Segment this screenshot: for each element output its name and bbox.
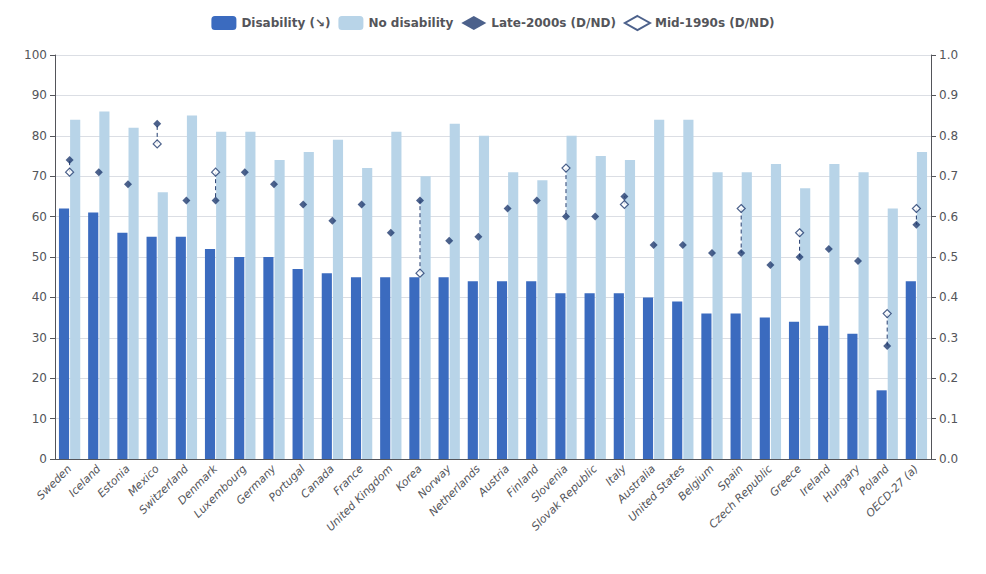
svg-text:50: 50 [32,250,47,264]
svg-text:Italy: Italy [603,462,629,488]
svg-text:1.0: 1.0 [939,48,958,62]
svg-text:Czech Republic: Czech Republic [706,462,775,531]
svg-text:United Kingdom: United Kingdom [324,462,396,534]
svg-text:Finland: Finland [503,462,542,500]
svg-text:Denmark: Denmark [175,462,221,508]
svg-text:Ireland: Ireland [797,462,834,499]
svg-text:Netherlands: Netherlands [426,462,483,519]
svg-text:Belgium: Belgium [676,462,717,503]
svg-text:Hungary: Hungary [820,462,863,505]
svg-text:OECD-27 (a): OECD-27 (a) [863,462,921,520]
svg-text:Greece: Greece [767,462,804,499]
svg-text:0.7: 0.7 [939,169,958,183]
svg-text:0: 0 [39,452,47,466]
svg-text:Slovak Republic: Slovak Republic [529,462,600,533]
svg-text:Disability (↘): Disability (↘) [241,16,330,30]
svg-text:Korea: Korea [393,462,425,494]
svg-text:Austria: Austria [475,462,513,499]
svg-text:Estonia: Estonia [95,462,133,500]
svg-text:20: 20 [32,371,47,385]
svg-text:0.5: 0.5 [939,250,958,264]
svg-text:0.3: 0.3 [939,331,958,345]
svg-text:Slovenia: Slovenia [528,462,571,505]
svg-text:60: 60 [32,210,47,224]
svg-text:0.0: 0.0 [939,452,958,466]
svg-text:Iceland: Iceland [66,462,104,500]
svg-text:Sweden: Sweden [34,462,74,502]
svg-text:Switzerland: Switzerland [136,462,191,517]
svg-text:10: 10 [32,412,47,426]
svg-text:0.9: 0.9 [939,88,958,102]
svg-text:Portugal: Portugal [266,462,308,504]
svg-text:0.8: 0.8 [939,129,958,143]
svg-text:Canada: Canada [298,462,337,501]
svg-text:90: 90 [32,88,47,102]
svg-text:100: 100 [24,48,47,62]
svg-text:Australia: Australia [614,462,659,506]
svg-text:40: 40 [32,290,47,304]
svg-text:Norway: Norway [415,462,454,502]
svg-text:Mexico: Mexico [125,462,162,499]
svg-text:No disability: No disability [368,16,453,30]
svg-text:Mid-1990s (D/ND): Mid-1990s (D/ND) [655,16,775,30]
svg-text:Luxembourg: Luxembourg [191,462,250,521]
svg-text:80: 80 [32,129,47,143]
svg-text:0.6: 0.6 [939,210,958,224]
svg-text:Spain: Spain [714,462,746,494]
svg-text:70: 70 [32,169,47,183]
svg-text:Germany: Germany [233,462,279,508]
svg-text:France: France [330,462,367,498]
svg-text:30: 30 [32,331,47,345]
svg-text:Late-2000s (D/ND): Late-2000s (D/ND) [491,16,616,30]
svg-text:Poland: Poland [856,462,892,498]
svg-text:0.2: 0.2 [939,371,958,385]
svg-text:0.4: 0.4 [939,290,958,304]
svg-text:0.1: 0.1 [939,412,958,426]
svg-text:United States: United States [625,462,688,525]
